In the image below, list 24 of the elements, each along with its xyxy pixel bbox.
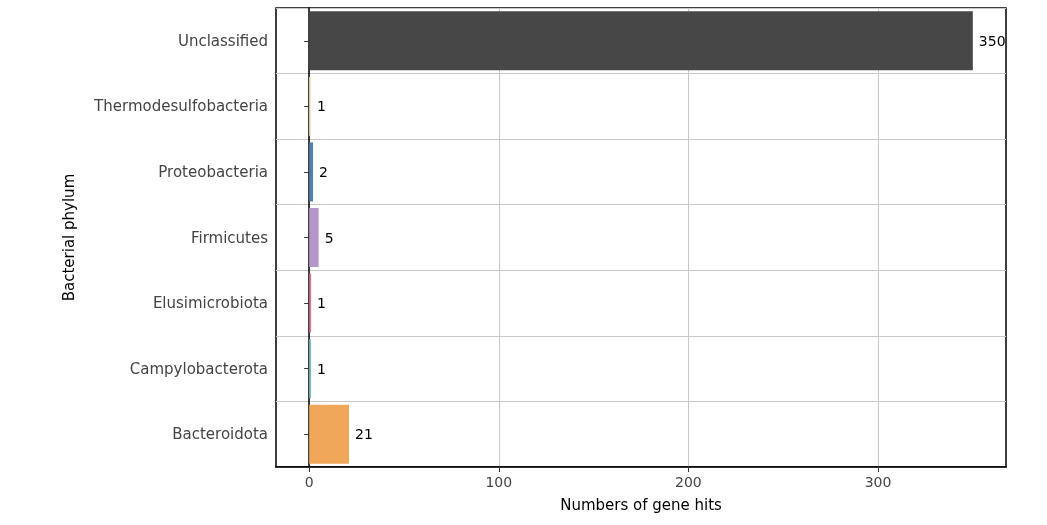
y-tick-label: Bacteroidota <box>172 425 268 444</box>
y-axis-title: Bacterial phylum <box>59 173 78 302</box>
data-label: 350 <box>978 32 1006 49</box>
data-label: 21 <box>355 426 373 443</box>
y-tick-label: Unclassified <box>177 31 268 50</box>
bar <box>309 11 973 71</box>
data-label: 5 <box>324 229 334 246</box>
x-axis-title: Numbers of gene hits <box>560 495 723 514</box>
y-tick-label: Campylobacterota <box>129 359 268 378</box>
x-tick-label: 200 <box>675 474 702 490</box>
y-tick-label: Proteobacteria <box>158 162 268 181</box>
y-tick-label: Thermodesulfobacteria <box>93 97 268 116</box>
bar <box>309 207 319 268</box>
data-label: 1 <box>317 98 326 115</box>
x-tick-label: 100 <box>485 474 513 490</box>
y-tick-label: Elusimicrobiota <box>152 294 268 313</box>
data-label: 1 <box>317 360 326 377</box>
data-label: 1 <box>317 295 326 312</box>
x-tick-label: 300 <box>864 474 892 490</box>
bar <box>309 404 349 464</box>
x-tick-label: 0 <box>304 474 314 490</box>
data-label: 2 <box>318 163 328 180</box>
y-tick-label: Firmicutes <box>190 228 269 247</box>
bar <box>309 142 313 202</box>
